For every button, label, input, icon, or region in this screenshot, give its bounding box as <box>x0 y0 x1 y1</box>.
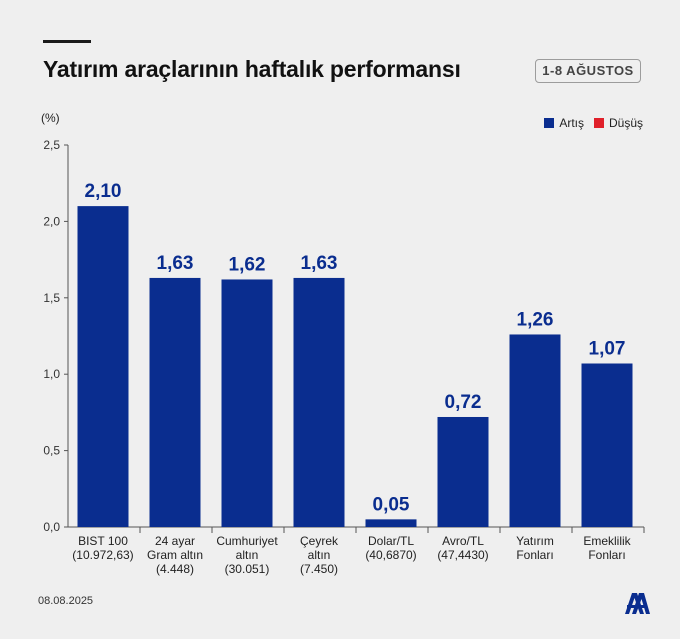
legend: Artış Düşüş <box>534 116 643 130</box>
x-category-label: altın <box>236 548 259 562</box>
x-category-label: (4.448) <box>156 562 194 576</box>
x-category-label: Cumhuriyet <box>216 534 278 548</box>
x-category-label: Gram altın <box>147 548 203 562</box>
x-category-label: Emeklilik <box>583 534 631 548</box>
bar-value-label: 0,05 <box>373 494 410 515</box>
bar-value-label: 2,10 <box>85 181 122 202</box>
legend-label-decrease: Düşüş <box>608 116 643 130</box>
bar-value-label: 1,62 <box>229 254 266 275</box>
legend-swatch-decrease <box>593 118 604 128</box>
x-category-label: (7.450) <box>300 562 338 576</box>
x-category-label: (30.051) <box>225 562 270 576</box>
footer-date: 08.08.2025 <box>38 595 94 607</box>
x-category-label: (10.972,63) <box>72 548 133 562</box>
bar <box>509 334 561 527</box>
aa-logo-icon <box>625 593 650 614</box>
y-axis-label: (%) <box>41 111 60 125</box>
x-category-label: Avro/TL <box>442 534 484 548</box>
x-category-label: Çeyrek <box>300 534 339 548</box>
bar <box>221 279 273 527</box>
bar <box>77 206 129 527</box>
legend-item-decrease: Düşüş <box>593 116 643 130</box>
y-tick-label: 0,0 <box>43 520 60 534</box>
y-tick-label: 0,5 <box>43 444 60 458</box>
bar <box>293 277 345 527</box>
chart-title: Yatırım araçlarının haftalık performansı <box>43 56 461 82</box>
bar <box>149 277 201 527</box>
bar-value-label: 1,63 <box>157 253 194 274</box>
x-category-label: Dolar/TL <box>368 534 414 548</box>
title-rule <box>43 40 91 43</box>
x-category-label: 24 ayar <box>155 534 195 548</box>
bar <box>581 363 633 527</box>
bar-value-label: 1,63 <box>301 253 338 274</box>
bar-value-label: 0,72 <box>445 392 482 413</box>
legend-label-increase: Artış <box>559 116 584 130</box>
bar <box>437 416 489 527</box>
bar <box>365 519 417 527</box>
x-category-label: (40,6870) <box>365 548 416 562</box>
legend-swatch-increase <box>544 118 555 128</box>
y-tick-label: 2,0 <box>43 214 60 228</box>
y-tick-label: 1,0 <box>43 367 60 381</box>
x-category-label: Fonları <box>516 548 553 562</box>
date-range-badge: 1-8 AĞUSTOS <box>535 59 641 83</box>
x-category-label: Fonları <box>588 548 625 562</box>
y-tick-label: 1,5 <box>43 291 60 305</box>
legend-item-increase: Artış <box>544 116 584 130</box>
x-category-label: altın <box>308 548 331 562</box>
bar-value-label: 1,07 <box>589 339 626 360</box>
x-category-label: Yatırım <box>516 534 554 548</box>
x-category-label: (47,4430) <box>437 548 488 562</box>
bar-value-label: 1,26 <box>517 309 554 330</box>
x-category-label: BIST 100 <box>78 534 128 548</box>
y-tick-label: 2,5 <box>43 138 60 152</box>
